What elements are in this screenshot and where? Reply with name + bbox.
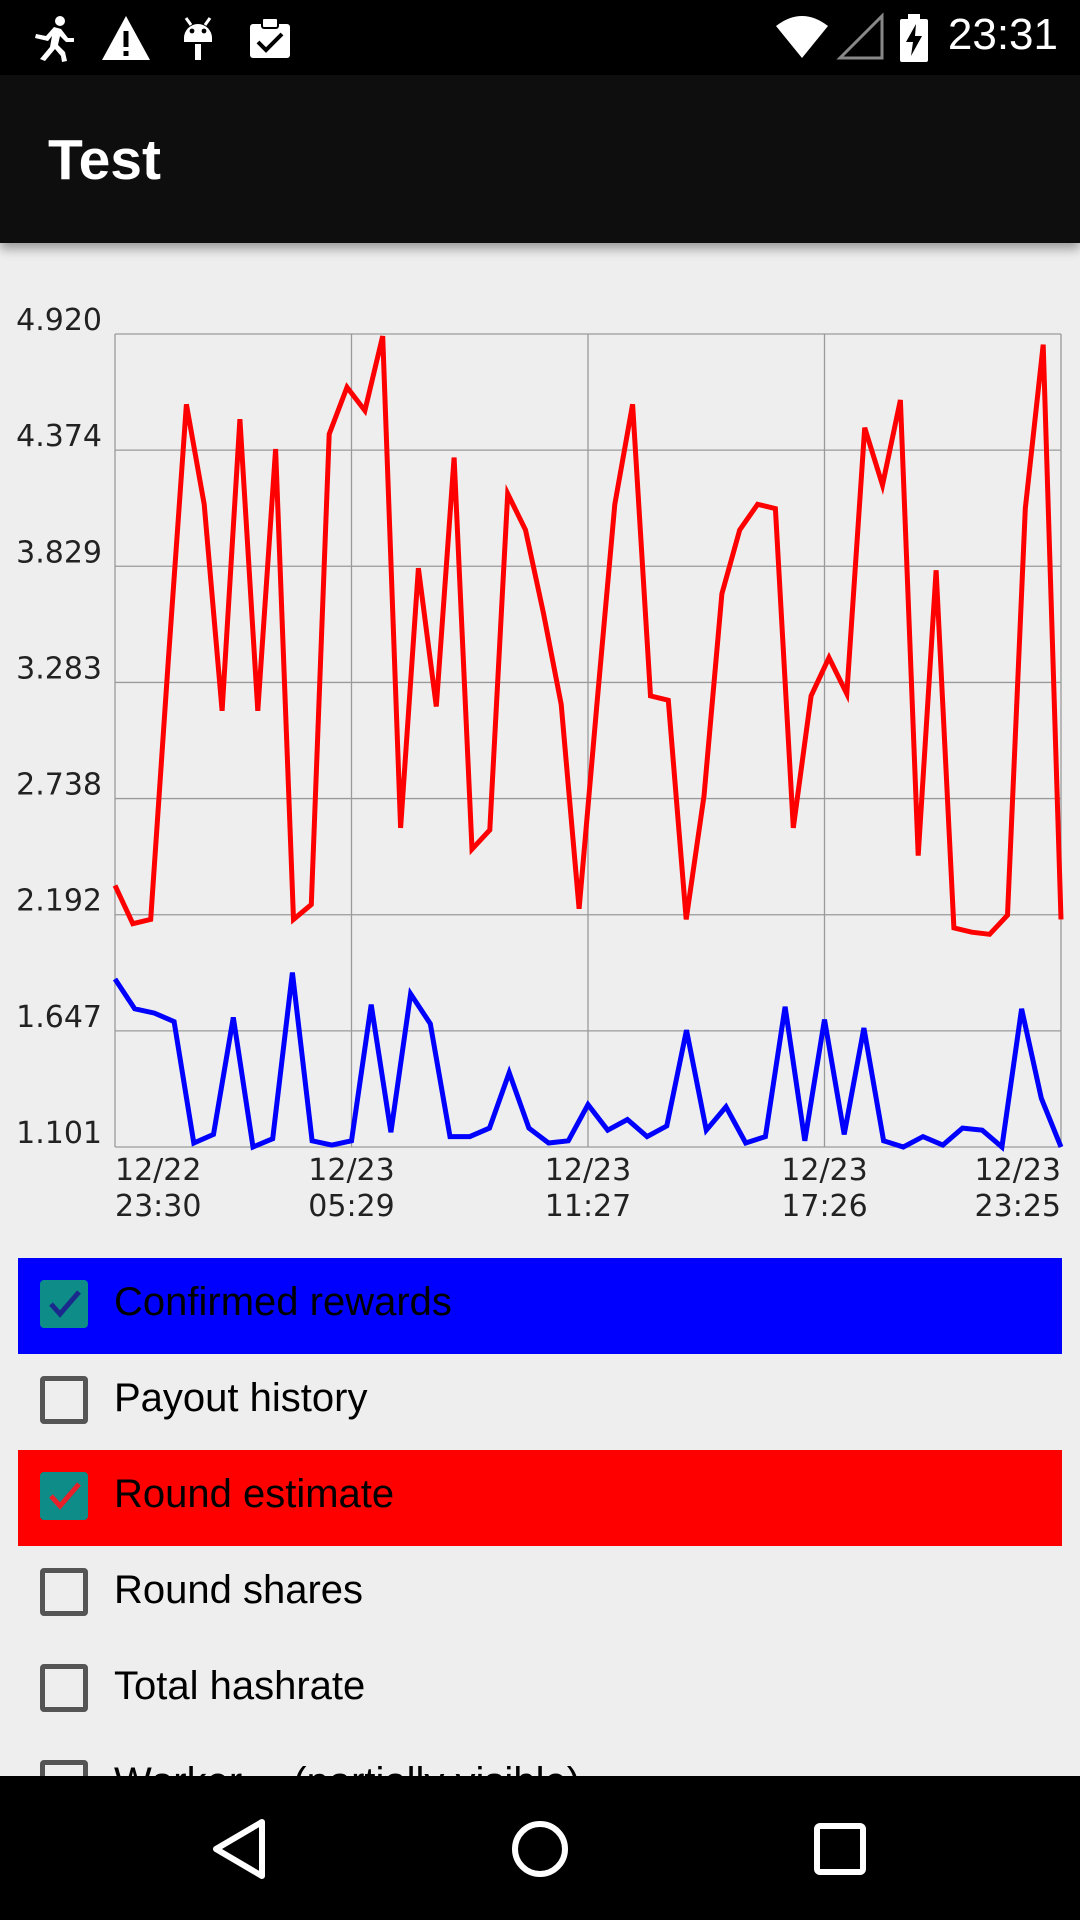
app-bar: Test <box>0 75 1080 243</box>
x-tick-label-date: 12/22 <box>115 1153 201 1188</box>
checkmark-icon <box>49 1290 81 1318</box>
back-icon[interactable] <box>206 1814 276 1884</box>
series-toggle-row[interactable]: Confirmed rewards <box>18 1258 1062 1354</box>
series-toggle-label: Payout history <box>114 1376 368 1420</box>
y-tick-label: 4.374 <box>16 419 102 454</box>
series-toggle-label: Total hashrate <box>114 1664 366 1708</box>
x-tick-label-time: 23:25 <box>975 1189 1061 1224</box>
checkbox-checked[interactable] <box>40 1472 88 1520</box>
status-bar: 23:31 <box>0 0 1080 75</box>
x-tick-label-time: 11:27 <box>545 1189 631 1224</box>
series-checkbox-list: Confirmed rewards Payout history Round est… <box>18 1258 1062 1778</box>
home-icon[interactable] <box>505 1814 575 1884</box>
checkbox-unchecked[interactable] <box>40 1376 88 1424</box>
clipboard-check-icon <box>250 17 290 58</box>
wifi-icon <box>776 16 828 58</box>
x-tick-label-time: 17:26 <box>781 1189 867 1224</box>
y-tick-label: 4.920 <box>16 303 102 338</box>
series-toggle-row[interactable]: Worker… (partially visible) <box>18 1738 1062 1778</box>
chart: 4.920 4.374 3.829 3.283 2.738 2.192 1.647 1.101… <box>0 243 1080 1233</box>
y-tick-label: 1.101 <box>16 1116 102 1151</box>
y-tick-label: 1.647 <box>16 1000 102 1035</box>
y-tick-label: 3.283 <box>16 651 102 686</box>
series-line-confirmed-rewards <box>112 972 1064 1152</box>
y-tick-label: 2.192 <box>16 884 102 919</box>
series-toggle-label: Round shares <box>114 1568 364 1612</box>
android-icon <box>184 17 212 60</box>
series-toggle-row[interactable]: Total hashrate <box>18 1642 1062 1738</box>
checkbox-checked[interactable] <box>40 1280 88 1328</box>
series-toggle-row[interactable]: Payout history <box>18 1354 1062 1450</box>
series-line-round-estimate <box>112 335 1064 937</box>
battery-charging-icon <box>900 14 928 62</box>
checkbox-unchecked[interactable] <box>40 1664 88 1712</box>
x-tick-label-date: 12/23 <box>308 1153 394 1188</box>
status-time: 23:31 <box>947 10 1058 59</box>
series-toggle-label: Round estimate <box>114 1472 395 1516</box>
signal-icon <box>836 12 884 60</box>
navigation-bar <box>0 1776 1080 1920</box>
checkmark-icon <box>49 1482 81 1510</box>
y-tick-label: 3.829 <box>16 535 102 570</box>
x-tick-label-date: 12/23 <box>545 1153 631 1188</box>
series-toggle-row[interactable]: Round shares <box>18 1546 1062 1642</box>
warning-icon <box>102 16 150 60</box>
x-tick-label-time: 23:30 <box>115 1189 201 1224</box>
recents-icon[interactable] <box>805 1814 875 1884</box>
checkbox-unchecked[interactable] <box>40 1760 88 1778</box>
checkbox-unchecked[interactable] <box>40 1568 88 1616</box>
series-toggle-label: Confirmed rewards <box>114 1280 452 1324</box>
line-chart: 4.920 4.374 3.829 3.283 2.738 2.192 1.647 1.101… <box>16 303 1064 1224</box>
x-tick-label-date: 12/23 <box>781 1153 867 1188</box>
x-tick-label-date: 12/23 <box>975 1153 1061 1188</box>
x-tick-label-time: 05:29 <box>308 1189 394 1224</box>
app-title: Test <box>48 128 161 192</box>
y-tick-label: 2.738 <box>16 768 102 803</box>
series-toggle-row[interactable]: Round estimate <box>18 1450 1062 1546</box>
running-person-icon <box>35 16 74 62</box>
series-toggle-label: Worker… (partially visible) <box>114 1760 580 1778</box>
